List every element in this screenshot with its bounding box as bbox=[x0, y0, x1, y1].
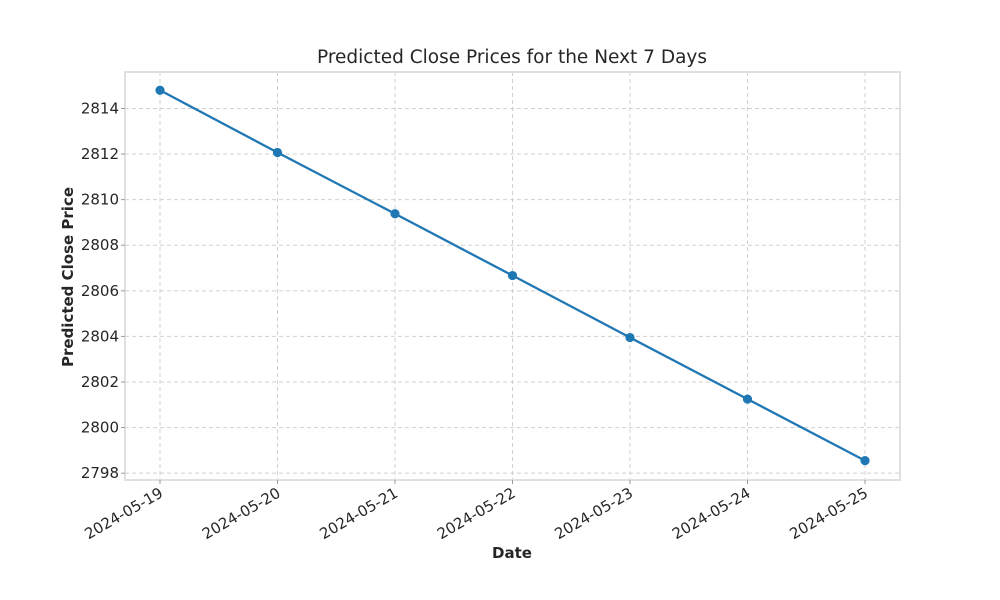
y-tick-label: 2798 bbox=[81, 464, 119, 482]
y-tick-label: 2800 bbox=[81, 419, 119, 437]
y-axis-label: Predicted Close Price bbox=[59, 187, 77, 367]
horizontal-gridlines bbox=[125, 107, 900, 474]
data-point bbox=[390, 209, 400, 219]
chart-title: Predicted Close Prices for the Next 7 Da… bbox=[317, 47, 707, 68]
series-layer bbox=[155, 85, 870, 466]
y-tick-label: 2804 bbox=[81, 327, 119, 345]
y-tick-labels: 2798 2800 2802 2804 2806 2808 2810 2812 2814 bbox=[81, 99, 125, 482]
data-point bbox=[272, 147, 283, 158]
data-point bbox=[742, 394, 753, 404]
vertical-gridlines bbox=[159, 72, 866, 480]
data-point bbox=[155, 85, 165, 95]
y-tick-label: 2814 bbox=[81, 99, 119, 117]
y-tick-label: 2810 bbox=[81, 191, 119, 209]
data-point bbox=[625, 332, 635, 343]
data-point bbox=[507, 270, 518, 281]
y-tick-label: 2802 bbox=[81, 373, 119, 391]
y-tick-label: 2806 bbox=[81, 282, 119, 300]
x-axis-label: Date bbox=[492, 544, 532, 562]
data-point bbox=[860, 456, 870, 466]
y-tick-label: 2808 bbox=[81, 236, 119, 254]
y-tick-label: 2812 bbox=[81, 145, 119, 163]
